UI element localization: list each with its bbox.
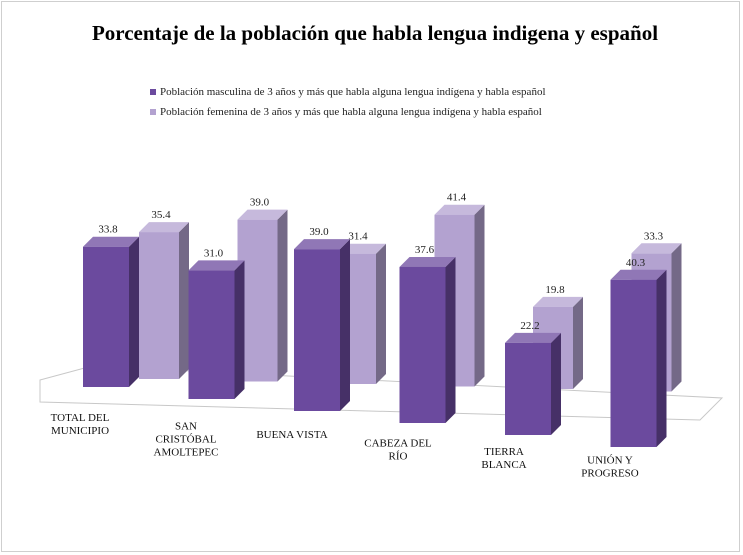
- bar-male-5-top: [610, 269, 667, 280]
- bar-male-5-side: [656, 269, 667, 447]
- legend-label-female: Población femenina de 3 años y más que h…: [160, 106, 542, 118]
- bar-male-4: [505, 342, 551, 435]
- bar-female-2-label: 31.4: [348, 231, 368, 243]
- category-label-4-0: TIERRA: [484, 446, 524, 458]
- category-label-1-1: CRISTÓBAL: [155, 434, 216, 446]
- bar-male-1-top: [188, 260, 245, 271]
- bar-female-1-top: [237, 209, 288, 220]
- category-label-1-2: AMOLTEPEC: [154, 447, 219, 459]
- category-label-2-0: BUENA VISTA: [256, 429, 327, 441]
- bar-male-5-label: 40.3: [626, 257, 646, 269]
- bar-male-1-label: 31.0: [204, 247, 224, 259]
- category-label-1-0: SAN: [175, 421, 197, 433]
- chart-title: Porcentaje de la población que habla len…: [91, 21, 659, 45]
- bar-male-3: [399, 266, 446, 423]
- category-label-0-1: MUNICIPIO: [51, 425, 109, 437]
- bar-female-3-top: [434, 204, 485, 215]
- bar-male-4-side: [551, 332, 561, 435]
- bar-female-0: [139, 232, 179, 379]
- category-label-0-0: TOTAL DEL: [51, 412, 110, 424]
- bar-female-3-side: [474, 204, 485, 387]
- legend-item-female: Población femenina de 3 años y más que h…: [150, 106, 542, 118]
- category-label-3-0: CABEZA DEL: [364, 438, 432, 450]
- category-label-3-1: RÍO: [389, 451, 408, 463]
- bar-male-3-side: [445, 256, 456, 423]
- bar-female-5-top: [631, 243, 682, 254]
- bar-male-4-label: 22.2: [520, 320, 539, 332]
- bar-male-2-label: 39.0: [309, 226, 329, 238]
- bar-male-1-side: [234, 260, 245, 399]
- bar-male-2-side: [340, 239, 350, 411]
- bar-female-3-label: 41.4: [447, 192, 467, 204]
- bar-male-0-label: 33.8: [98, 224, 118, 236]
- bar-female-0-label: 35.4: [151, 209, 171, 221]
- bar-female-0-top: [139, 222, 189, 233]
- bar-male-4-top: [505, 332, 561, 343]
- category-label-5-0: UNIÓN Y: [587, 455, 633, 467]
- bar-female-4-top: [533, 296, 583, 307]
- category-label-5-1: PROGRESO: [581, 468, 639, 480]
- bar-male-3-top: [399, 256, 456, 267]
- bar-female-1-side: [277, 209, 288, 382]
- legend-swatch-female: [150, 109, 156, 115]
- bar-female-4-label: 19.8: [545, 284, 565, 296]
- bar-female-4-side: [573, 296, 583, 389]
- bar-female-5-label: 33.3: [644, 230, 664, 242]
- legend-item-male: Población masculina de 3 años y más que …: [150, 86, 546, 98]
- bar-male-1: [188, 270, 235, 399]
- category-label-4-1: BLANCA: [481, 459, 526, 471]
- bar-male-0: [83, 246, 129, 387]
- bar-male-2: [294, 249, 340, 411]
- bar-male-0-top: [83, 236, 139, 247]
- bar-male-3-label: 37.6: [415, 244, 435, 256]
- legend-swatch-male: [150, 89, 156, 95]
- bar-male-0-side: [129, 236, 139, 387]
- bar-female-1-label: 39.0: [250, 197, 270, 209]
- bar-female-2-side: [376, 243, 386, 384]
- bar-female-5-side: [671, 243, 682, 392]
- bar-male-5: [610, 279, 657, 447]
- bar-female-0-side: [179, 222, 189, 379]
- bar-male-2-top: [294, 239, 350, 250]
- legend-label-male: Población masculina de 3 años y más que …: [160, 86, 546, 98]
